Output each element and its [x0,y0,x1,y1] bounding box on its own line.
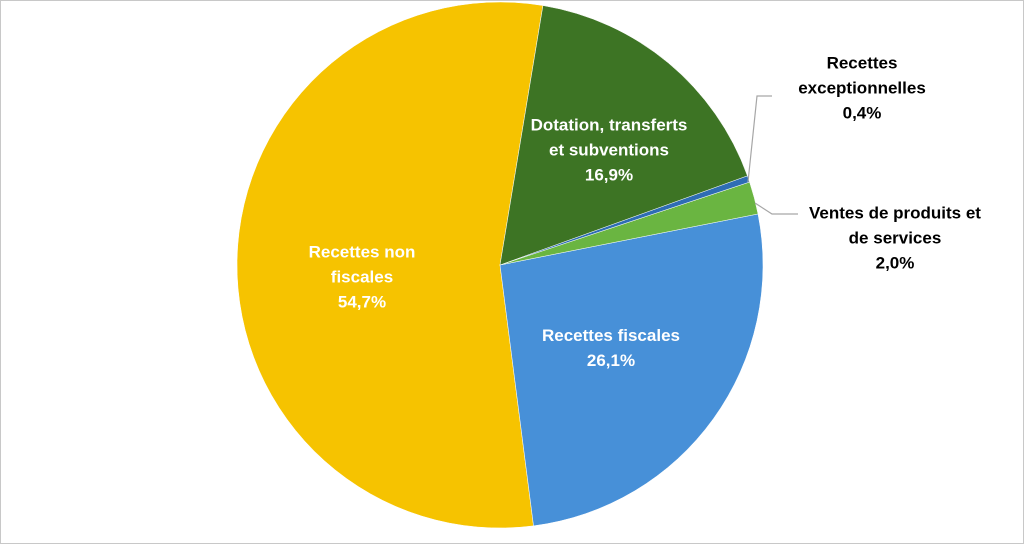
category-label: Recettes exceptionnelles [798,53,926,98]
category-label: Ventes de produits et de services [809,203,981,248]
pie-slice [499,5,748,266]
data-label: Recettes non fiscales 54,7% [300,240,425,315]
value-label: 16,9% [584,165,634,185]
value-label: 2,0% [875,253,915,273]
category-label: Dotation, transferts et subventions [530,115,688,160]
pie-slice [499,213,764,527]
data-label: Ventes de produits et de services 2,0% [800,201,990,276]
data-label: Recettes fiscales 26,1% [511,323,711,373]
value-label: 26,1% [586,351,636,370]
leader-line [747,95,772,183]
pie-slice [236,1,544,529]
category-label: Recettes fiscales [542,326,680,345]
data-label: Dotation, transferts et subventions 16,9% [522,113,697,188]
category-label: Recettes non fiscales [308,242,416,287]
value-label: 54,7% [337,292,387,312]
data-label: Recettes exceptionnelles 0,4% [777,51,947,126]
leader-line [754,202,798,215]
value-label: 0,4% [842,103,882,123]
